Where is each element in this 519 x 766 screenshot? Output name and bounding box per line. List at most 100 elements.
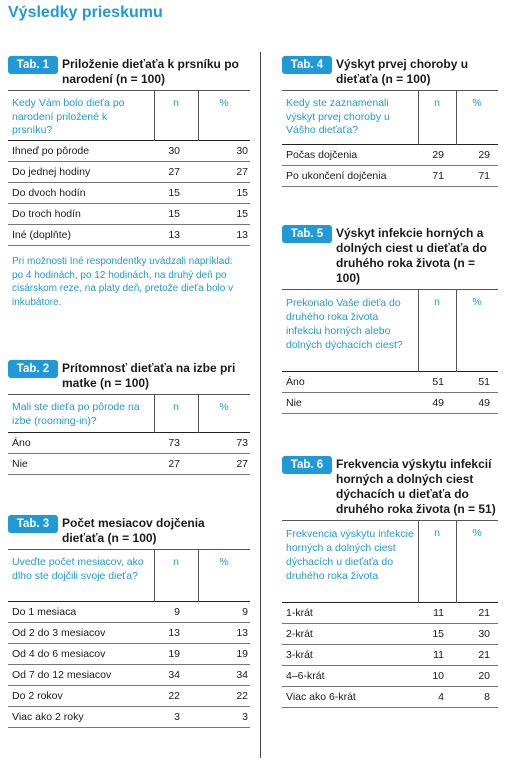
row-label: Áno bbox=[286, 376, 305, 388]
table-title: Priloženie dieťaťa k prsníku po narodení… bbox=[62, 57, 239, 86]
row-n: 15 bbox=[168, 187, 180, 199]
column-separator bbox=[198, 395, 199, 433]
column-separator bbox=[456, 521, 457, 603]
row-percent: 13 bbox=[236, 229, 248, 241]
row-percent: 15 bbox=[236, 208, 248, 220]
table-row: Od 7 do 12 mesiacov 34 34 bbox=[8, 665, 250, 686]
column-separator bbox=[456, 290, 457, 372]
header-n: n bbox=[434, 296, 440, 308]
column-separator bbox=[198, 550, 199, 602]
row-percent: 21 bbox=[478, 607, 490, 619]
row-percent: 27 bbox=[236, 458, 248, 470]
table-header-row: Kedy ste zaznamenali výskyt prvej chorob… bbox=[282, 91, 498, 145]
row-n: 34 bbox=[168, 669, 180, 681]
row-percent: 51 bbox=[478, 376, 490, 388]
row-percent: 3 bbox=[242, 711, 248, 723]
row-n: 3 bbox=[174, 711, 180, 723]
table-row: Do dvoch hodín 15 15 bbox=[8, 183, 250, 204]
row-label: Áno bbox=[12, 437, 31, 449]
column-separator bbox=[418, 521, 419, 603]
table-grid: Mali ste dieťa po pôrode na izbe (roomin… bbox=[8, 394, 250, 475]
row-n: 49 bbox=[432, 397, 444, 409]
table-row: Viac ako 2 roky 3 3 bbox=[8, 707, 250, 728]
table-2: Tab. 2 Prítomnosť dieťaťa na izbe pri ma… bbox=[8, 360, 250, 475]
header-percent: % bbox=[472, 97, 482, 109]
header-percent: % bbox=[472, 296, 482, 308]
row-n: 11 bbox=[433, 607, 444, 619]
row-label: 3-krát bbox=[286, 649, 313, 661]
column-separator bbox=[418, 290, 419, 372]
column-separator bbox=[456, 91, 457, 145]
table-header-row: Frekvencia výskytu infekcie horných a do… bbox=[282, 521, 498, 603]
header-question: Kedy Vám bolo dieťa po narodení priložen… bbox=[12, 97, 125, 136]
header-percent: % bbox=[219, 556, 229, 568]
row-label: Ihneď po pôrode bbox=[12, 145, 90, 157]
row-percent: 20 bbox=[478, 670, 490, 682]
table-row: Ihneď po pôrode 30 30 bbox=[8, 141, 250, 162]
row-percent: 71 bbox=[478, 170, 490, 182]
table-row: Od 2 do 3 mesiacov 13 13 bbox=[8, 623, 250, 644]
row-label: Do 1 mesiaca bbox=[12, 606, 77, 618]
row-label: Po ukončení dojčenia bbox=[286, 170, 387, 182]
row-label: Nie bbox=[12, 458, 28, 470]
column-divider bbox=[260, 52, 261, 758]
table-row: Do troch hodín 15 15 bbox=[8, 204, 250, 225]
table-row: Do 2 rokov 22 22 bbox=[8, 686, 250, 707]
header-question: Mali ste dieťa po pôrode na izbe (roomin… bbox=[12, 401, 140, 427]
table-grid: Frekvencia výskytu infekcie horných a do… bbox=[282, 520, 498, 708]
row-label: Do jednej hodiny bbox=[12, 166, 91, 178]
column-separator bbox=[154, 91, 155, 141]
table-3: Tab. 3 Počet mesiacov dojčenia dieťaťa (… bbox=[8, 515, 250, 728]
header-n: n bbox=[434, 97, 440, 109]
row-n: 9 bbox=[174, 606, 180, 618]
table-1: Tab. 1 Priloženie dieťaťa k prsníku po n… bbox=[8, 56, 250, 246]
row-n: 4 bbox=[438, 691, 444, 703]
row-percent: 27 bbox=[236, 166, 248, 178]
page-title: Výsledky prieskumu bbox=[8, 4, 163, 21]
table-grid: Prekonalo Vaše dieťa do druhého roka živ… bbox=[282, 289, 498, 414]
table-badge: Tab. 3 bbox=[8, 515, 58, 533]
column-separator bbox=[154, 395, 155, 433]
table-grid: Uveďte počet mesiacov, ako dlho ste dojč… bbox=[8, 549, 250, 728]
row-n: 13 bbox=[168, 627, 180, 639]
header-n: n bbox=[173, 556, 179, 568]
row-n: 27 bbox=[168, 458, 180, 470]
row-label: Nie bbox=[286, 397, 302, 409]
table-row: Do jednej hodiny 27 27 bbox=[8, 162, 250, 183]
row-n: 11 bbox=[433, 649, 444, 661]
row-percent: 29 bbox=[478, 149, 490, 161]
table-badge: Tab. 1 bbox=[8, 56, 58, 74]
row-percent: 15 bbox=[236, 187, 248, 199]
column-separator bbox=[418, 91, 419, 145]
table-grid: Kedy Vám bolo dieťa po narodení priložen… bbox=[8, 90, 250, 246]
table-badge: Tab. 5 bbox=[282, 225, 332, 243]
table-grid: Kedy ste zaznamenali výskyt prvej chorob… bbox=[282, 90, 498, 187]
row-label: Do troch hodín bbox=[12, 208, 81, 220]
row-label: 2-krát bbox=[286, 628, 313, 640]
row-percent: 9 bbox=[242, 606, 248, 618]
row-label: 1-krát bbox=[286, 607, 313, 619]
row-percent: 30 bbox=[236, 145, 248, 157]
row-n: 27 bbox=[168, 166, 180, 178]
header-n: n bbox=[173, 401, 179, 413]
row-percent: 73 bbox=[236, 437, 248, 449]
column-separator bbox=[198, 91, 199, 141]
table-5: Tab. 5 Výskyt infekcie horných a dolných… bbox=[282, 225, 498, 414]
header-n: n bbox=[434, 527, 440, 539]
row-percent: 34 bbox=[236, 669, 248, 681]
header-percent: % bbox=[472, 527, 482, 539]
table-row: Od 4 do 6 mesiacov 19 19 bbox=[8, 644, 250, 665]
table-row: Nie 27 27 bbox=[8, 454, 250, 475]
row-label: Od 4 do 6 mesiacov bbox=[12, 648, 106, 660]
table-header-row: Kedy Vám bolo dieťa po narodení priložen… bbox=[8, 91, 250, 141]
table-row: Iné (doplňte) 13 13 bbox=[8, 225, 250, 246]
header-percent: % bbox=[219, 401, 229, 413]
table-row: Počas dojčenia 29 29 bbox=[282, 145, 498, 166]
row-percent: 49 bbox=[478, 397, 490, 409]
table-title: Počet mesiacov dojčenia dieťaťa (n = 100… bbox=[62, 516, 205, 545]
row-n: 15 bbox=[168, 208, 180, 220]
table-header-row: Mali ste dieťa po pôrode na izbe (roomin… bbox=[8, 395, 250, 433]
header-question: Kedy ste zaznamenali výskyt prvej chorob… bbox=[286, 97, 390, 136]
table-title: Frekvencia výskytu infekcií horných a do… bbox=[336, 457, 496, 516]
row-percent: 30 bbox=[478, 628, 490, 640]
